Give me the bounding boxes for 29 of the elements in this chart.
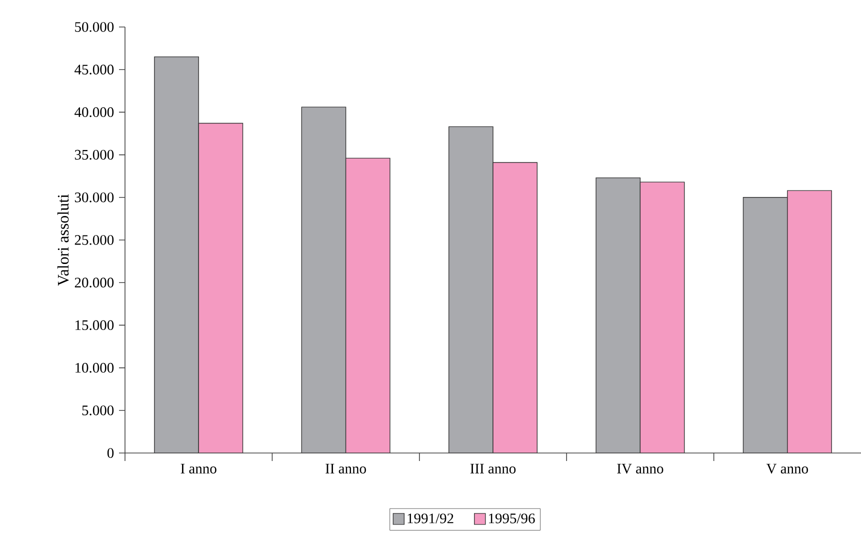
x-tick-label: IV anno	[617, 464, 664, 474]
y-tick-label: 10.000	[76, 362, 114, 373]
bar	[596, 177, 641, 453]
y-tick-label: 30.000	[74, 192, 114, 202]
y-tick-label: 15.000	[76, 320, 114, 330]
bar	[492, 162, 538, 453]
y-tick-label: 40.000	[74, 107, 114, 118]
legend-label: 1995/96	[489, 514, 535, 524]
y-tick-label: 20.000	[74, 278, 114, 288]
bar	[198, 122, 244, 453]
y-tick-label: 25.000	[74, 235, 114, 245]
y-tick-label: 35.000	[74, 150, 114, 160]
y-tick-label: 45.000	[74, 64, 114, 75]
legend-label: 1991/92	[408, 514, 454, 524]
x-tick-label: I anno	[180, 464, 216, 474]
bar	[787, 190, 832, 453]
y-tick-label: 5.000	[82, 405, 114, 416]
y-axis-title: Valori assoluti	[57, 194, 69, 286]
x-tick-label: II anno	[326, 464, 366, 474]
bar	[448, 126, 494, 453]
x-tick-label: V anno	[766, 464, 808, 474]
x-tick-label: III anno	[470, 464, 516, 474]
bar	[301, 106, 346, 453]
bar	[742, 197, 788, 453]
y-tick-label: 50.000	[75, 22, 114, 32]
bar	[640, 182, 685, 453]
bar	[345, 158, 390, 453]
bar	[154, 56, 199, 453]
y-tick-label: 0	[107, 448, 114, 458]
